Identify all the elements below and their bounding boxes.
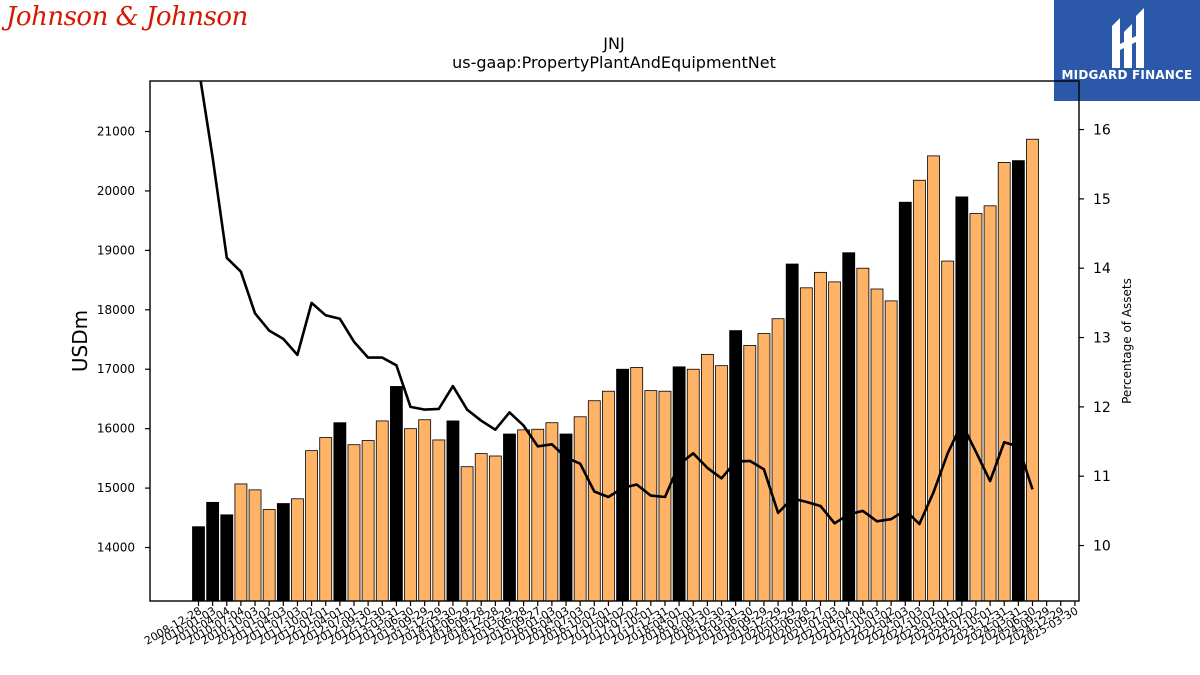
- bar-28: [587, 400, 601, 601]
- y-tick-label-4: 18000: [97, 303, 135, 317]
- bar-4: [248, 489, 262, 601]
- chart-subtitle: us-gaap:PropertyPlantAndEquipmentNet: [452, 53, 776, 72]
- bar-16: [418, 419, 432, 601]
- bar-43: [799, 287, 813, 601]
- bar-30: [616, 368, 629, 601]
- bar-49: [884, 300, 898, 601]
- y2-tick-label-4: 14: [1093, 261, 1111, 277]
- y-tick-label-1: 15000: [97, 481, 135, 495]
- y2-tick-label-1: 11: [1093, 469, 1111, 485]
- bar-3: [234, 483, 248, 601]
- plot-frame: [149, 80, 1080, 602]
- bar-18: [446, 420, 460, 601]
- y-axis-label: USDm: [68, 310, 92, 372]
- bar-38: [729, 330, 743, 601]
- bar-13: [375, 420, 389, 601]
- bar-23: [517, 429, 531, 601]
- bar-20: [474, 453, 488, 601]
- bar-55: [969, 213, 983, 601]
- bar-54: [955, 196, 969, 601]
- axes-group: 14000 15000 16000 17000 18000 19000 20000 21000…: [97, 80, 1111, 648]
- bar-46: [842, 252, 856, 601]
- bar-12: [361, 440, 375, 601]
- bar-14: [389, 386, 403, 601]
- line-group: [199, 81, 1034, 526]
- bar-15: [404, 428, 417, 601]
- y2-tick-label-2: 12: [1093, 400, 1111, 416]
- y-tick-label-6: 20000: [97, 184, 135, 198]
- bar-11: [347, 444, 361, 601]
- bar-10: [333, 422, 347, 601]
- bar-58: [1011, 160, 1025, 601]
- bar-35: [686, 368, 700, 601]
- bar-51: [913, 179, 926, 601]
- bar-45: [828, 281, 842, 601]
- bar-24: [531, 428, 545, 601]
- bar-27: [573, 416, 587, 601]
- bar-56: [983, 205, 997, 601]
- chart-title: JNJ: [602, 34, 624, 53]
- bar-17: [432, 439, 446, 601]
- bar-34: [672, 366, 686, 601]
- y2-tick-label-0: 10: [1093, 539, 1111, 555]
- bars-group: [192, 138, 1039, 601]
- y-tick-label-5: 19000: [97, 243, 135, 257]
- bar-42: [785, 263, 799, 601]
- midgard-finance-logo: MIDGARD FINANCE: [1054, 0, 1200, 101]
- y-tick-label-0: 14000: [97, 541, 135, 555]
- bar-48: [870, 288, 884, 601]
- bar-0: [192, 526, 205, 601]
- bar-59: [1026, 138, 1039, 601]
- bar-47: [856, 267, 870, 601]
- bar-19: [460, 466, 474, 601]
- bar-7: [291, 498, 304, 601]
- bar-44: [814, 271, 827, 601]
- bar-57: [997, 162, 1011, 601]
- y-tick-label-2: 16000: [97, 422, 135, 436]
- y2-tick-label-5: 15: [1093, 192, 1111, 208]
- y-tick-label-3: 17000: [97, 362, 135, 376]
- y2-axis-label: Percentage of Assets: [1120, 278, 1134, 404]
- y2-tick-label-3: 13: [1093, 331, 1111, 347]
- midgard-finance-wordmark: MIDGARD FINANCE: [1061, 68, 1193, 82]
- bar-53: [941, 260, 955, 601]
- bar-40: [757, 333, 771, 601]
- midgard-mark-icon: [1112, 8, 1144, 68]
- bar-37: [715, 365, 728, 601]
- bar-6: [276, 503, 290, 601]
- bar-25: [545, 422, 559, 601]
- bar-26: [559, 433, 573, 601]
- y2-tick-label-6: 16: [1093, 123, 1111, 139]
- bar-22: [503, 433, 516, 601]
- bar-50: [898, 201, 912, 601]
- johnson-and-johnson-logo: Johnson & Johnson: [6, 2, 248, 32]
- bar-2: [220, 514, 234, 601]
- bar-21: [488, 455, 502, 601]
- bar-39: [743, 345, 757, 601]
- bar-5: [262, 509, 276, 601]
- bar-36: [700, 353, 714, 601]
- bar-52: [927, 155, 940, 601]
- bar-1: [206, 501, 220, 601]
- bar-41: [771, 318, 785, 601]
- bar-9: [319, 437, 333, 601]
- bar-8: [305, 450, 318, 601]
- percentage-of-assets-line: [199, 81, 1034, 526]
- y-tick-label-7: 21000: [97, 125, 135, 139]
